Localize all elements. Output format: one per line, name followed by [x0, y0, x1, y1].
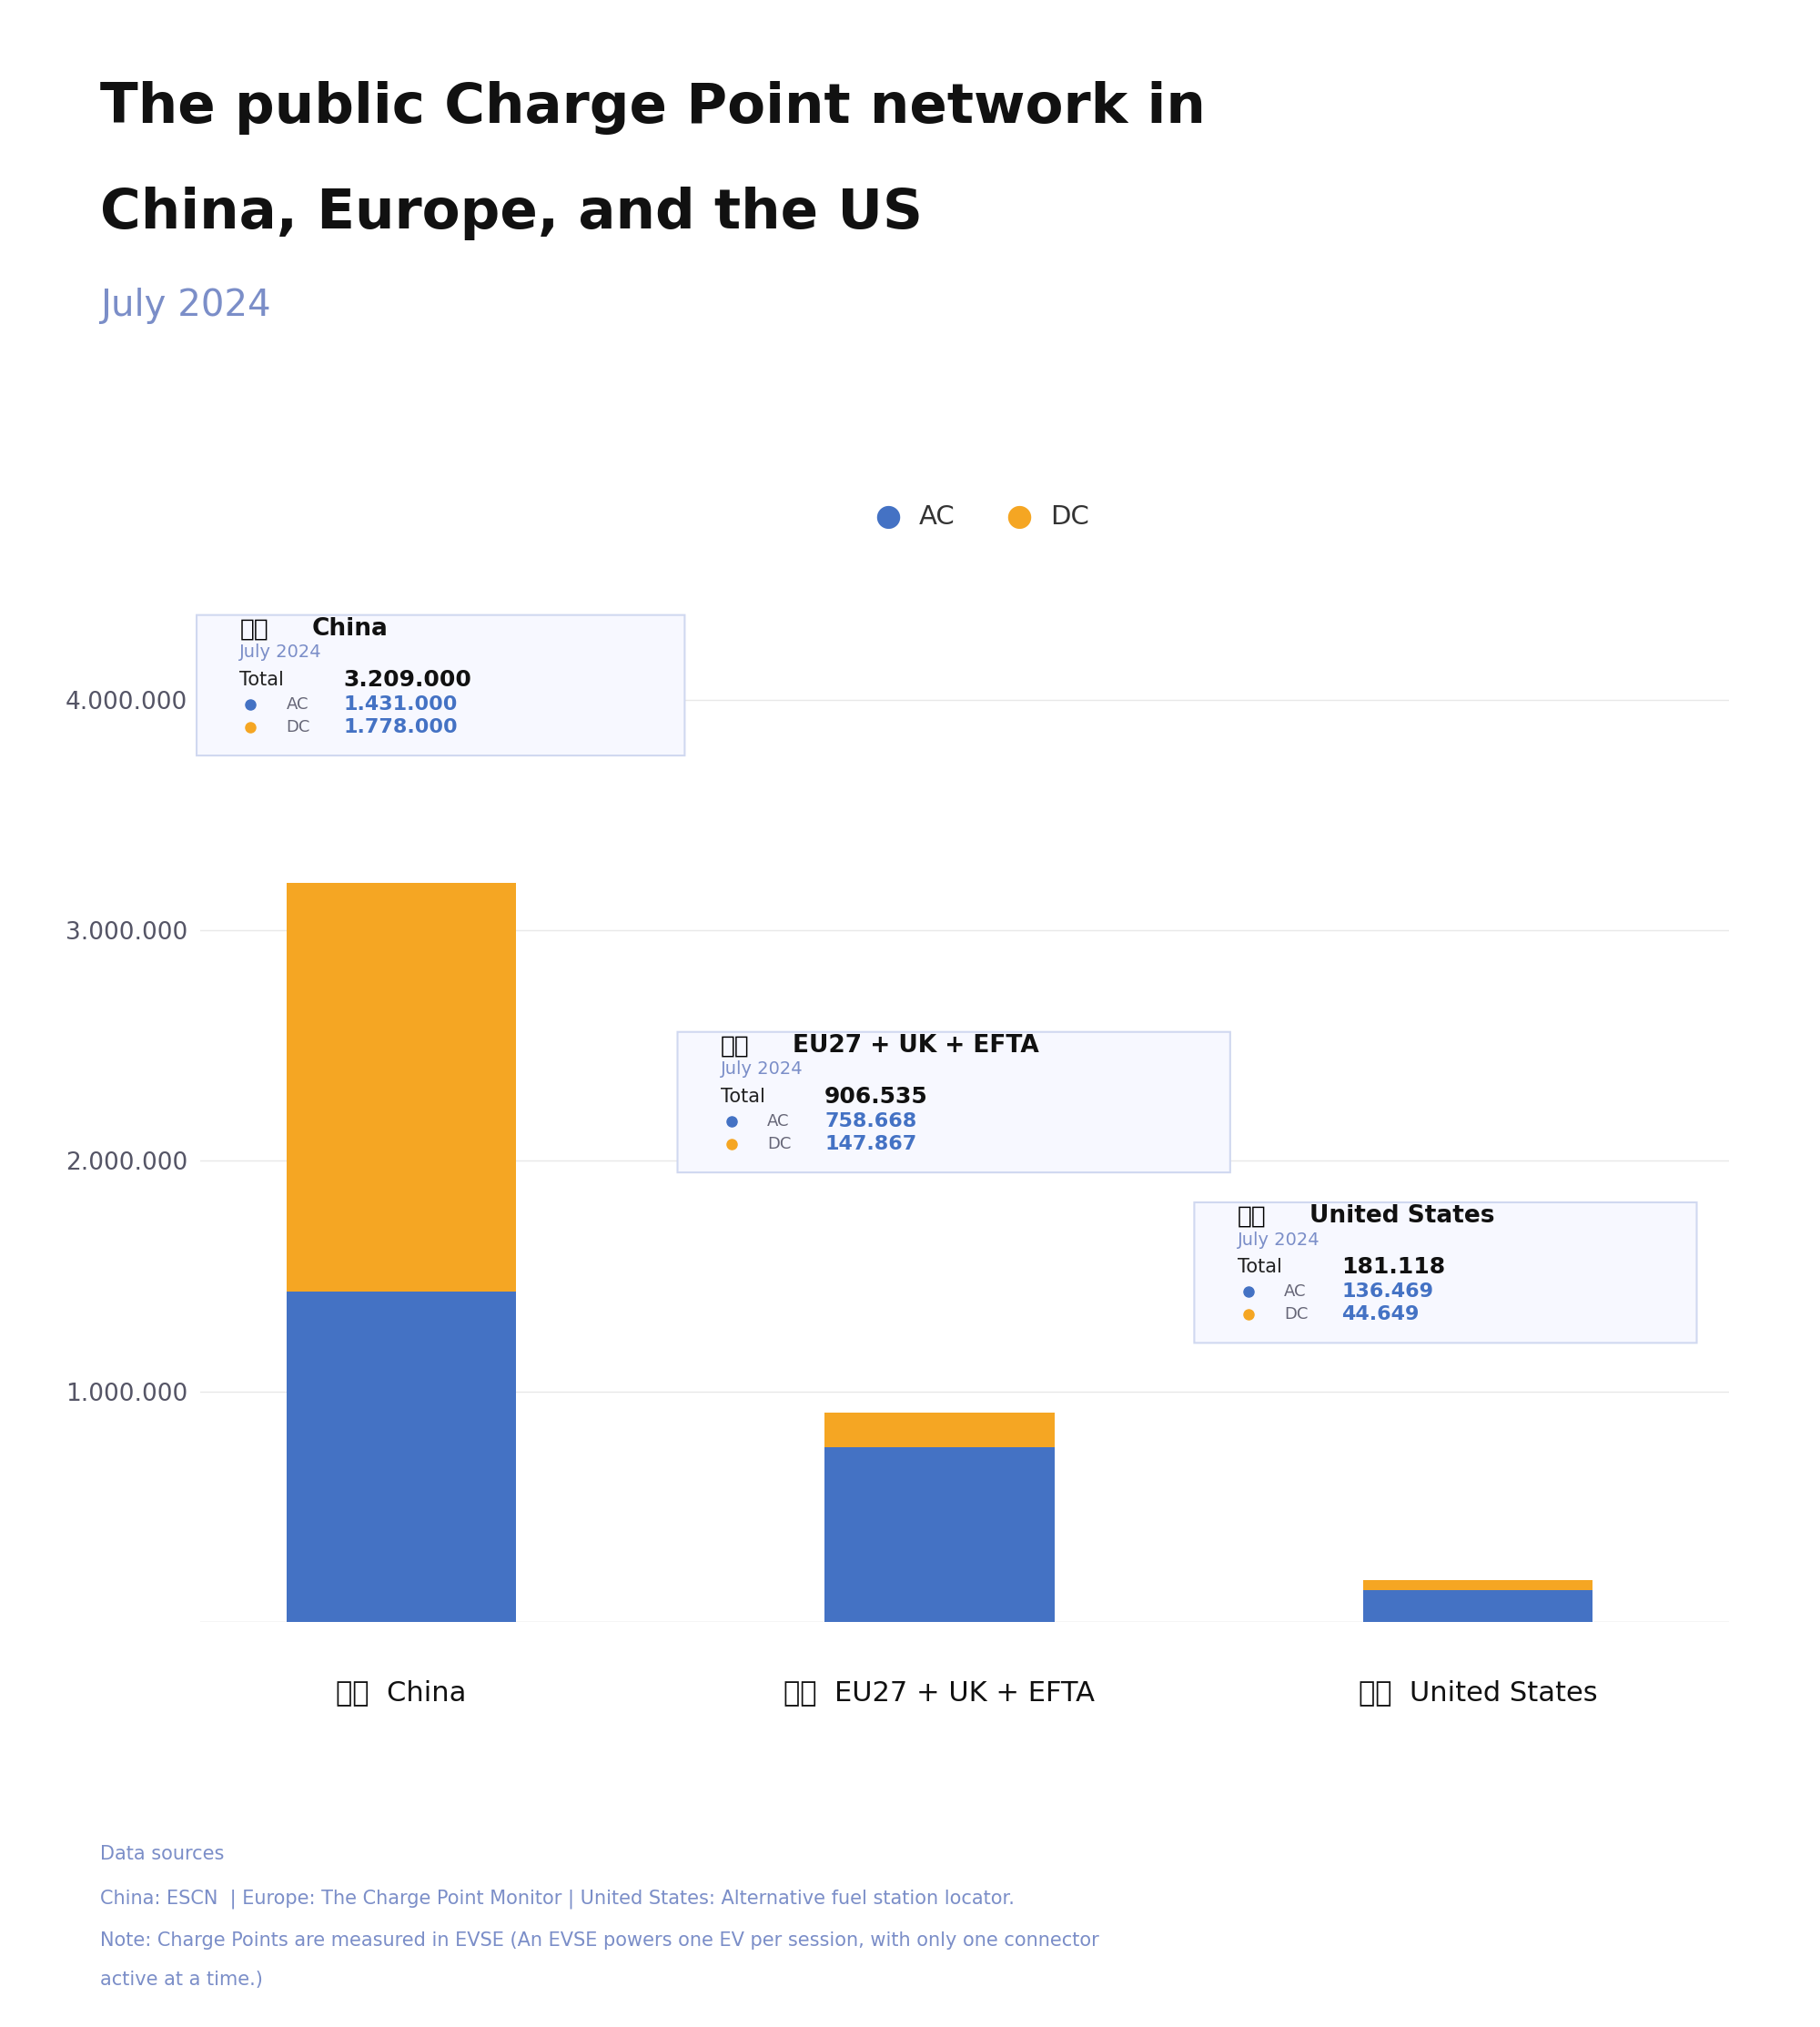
Text: DC: DC [1283, 1305, 1309, 1324]
Text: 1.431.000: 1.431.000 [344, 695, 459, 714]
Text: EU27 + UK + EFTA: EU27 + UK + EFTA [792, 1034, 1039, 1058]
Text: China: China [311, 618, 388, 641]
Text: China, Europe, and the US: China, Europe, and the US [100, 186, 923, 239]
FancyBboxPatch shape [1194, 1202, 1696, 1344]
Text: 147.867: 147.867 [824, 1135, 917, 1153]
Bar [824, 1447, 1054, 1622]
Text: 906.535: 906.535 [824, 1086, 928, 1107]
Text: ●: ● [875, 503, 901, 531]
Text: 🇨🇳  China: 🇨🇳 China [337, 1678, 466, 1707]
Text: active at a time.): active at a time.) [100, 1970, 262, 1988]
Text: 44.649: 44.649 [1341, 1305, 1420, 1324]
Text: AC: AC [1283, 1283, 1307, 1299]
Text: DC: DC [768, 1135, 792, 1151]
Bar [824, 1413, 1054, 1447]
Text: Total: Total [721, 1086, 764, 1105]
Text: Total: Total [1238, 1259, 1281, 1277]
Text: The public Charge Point network in: The public Charge Point network in [100, 81, 1205, 134]
Bar [286, 1291, 517, 1622]
Text: July 2024: July 2024 [240, 645, 322, 661]
Bar [1363, 1579, 1592, 1589]
Text: Total: Total [240, 671, 284, 689]
Text: 181.118: 181.118 [1341, 1257, 1445, 1277]
Text: 1.778.000: 1.778.000 [344, 718, 459, 736]
Text: 136.469: 136.469 [1341, 1283, 1434, 1301]
FancyBboxPatch shape [677, 1032, 1230, 1172]
Bar [1363, 1589, 1592, 1622]
Text: Data sources: Data sources [100, 1845, 224, 1863]
Text: United States: United States [1309, 1204, 1494, 1228]
Text: July 2024: July 2024 [721, 1060, 803, 1078]
Text: AC: AC [768, 1113, 790, 1129]
Text: 🇺🇸: 🇺🇸 [1238, 1204, 1267, 1228]
Text: DC: DC [286, 720, 311, 736]
Text: 🇨🇳: 🇨🇳 [240, 618, 269, 641]
Text: AC: AC [286, 697, 309, 714]
Text: 🇪🇺  EU27 + UK + EFTA: 🇪🇺 EU27 + UK + EFTA [784, 1678, 1096, 1707]
Text: July 2024: July 2024 [1238, 1230, 1319, 1249]
FancyBboxPatch shape [197, 614, 684, 756]
Bar [286, 882, 517, 1291]
Text: DC: DC [1050, 505, 1088, 529]
Text: 🇺🇸  United States: 🇺🇸 United States [1358, 1678, 1598, 1707]
Text: 758.668: 758.668 [824, 1113, 917, 1131]
Text: 🇪🇺: 🇪🇺 [721, 1034, 750, 1058]
Text: China: ESCN  | Europe: The Charge Point Monitor | United States: Alternative fue: China: ESCN | Europe: The Charge Point M… [100, 1889, 1014, 1909]
Text: Note: Charge Points are measured in EVSE (An EVSE powers one EV per session, wit: Note: Charge Points are measured in EVSE… [100, 1932, 1099, 1950]
Text: July 2024: July 2024 [100, 288, 271, 324]
Text: ●: ● [1006, 503, 1032, 531]
Text: AC: AC [919, 505, 956, 529]
Text: 3.209.000: 3.209.000 [344, 669, 471, 691]
